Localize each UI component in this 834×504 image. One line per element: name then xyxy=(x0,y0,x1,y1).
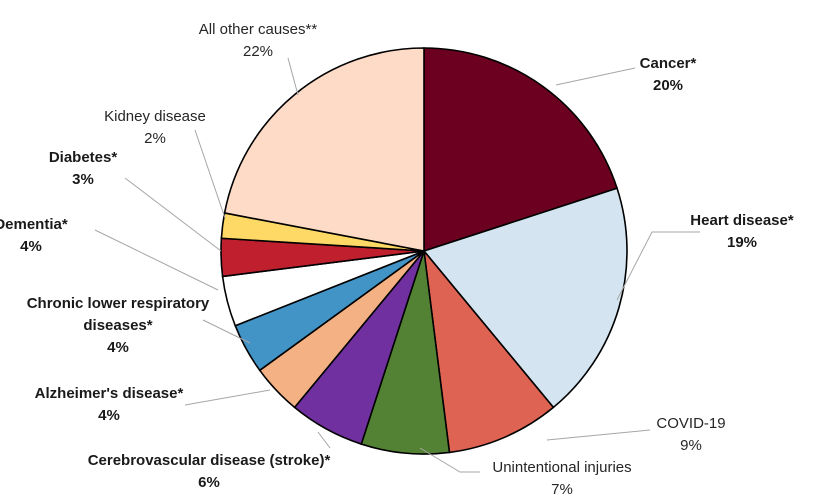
pie-slice-cancer xyxy=(423,47,619,253)
leader-lines xyxy=(94,57,700,473)
slice-label-diabetes: Diabetes* 3% xyxy=(49,149,118,188)
slice-name-dementia: Dementia* xyxy=(0,216,68,233)
slice-name-covid-19: COVID-19 xyxy=(656,415,725,432)
slice-name-cerebrovascular-disease-stroke: Cerebrovascular disease (stroke)* xyxy=(88,452,331,469)
leader-line-unintentional-injuries xyxy=(419,447,480,473)
slice-percent-all-other-causes: 22% xyxy=(243,43,273,60)
slice-percent-covid-19: 9% xyxy=(680,437,702,454)
pie-slices xyxy=(220,47,628,455)
slice-percent-alzheimer-s-disease: 4% xyxy=(98,407,120,424)
slice-name-heart-disease: Heart disease* xyxy=(690,212,794,229)
leader-line-heart-disease xyxy=(616,231,700,301)
slice-label-chronic-lower-respiratory-diseases: Chronic lower respiratory diseases* 4% xyxy=(27,295,210,356)
leader-line-chronic-lower-respiratory-diseases xyxy=(202,319,251,344)
leader-line-all-other-causes xyxy=(287,57,299,96)
leader-line-cancer xyxy=(555,67,636,86)
slice-name-diabetes: Diabetes* xyxy=(49,149,118,166)
leader-line-diabetes xyxy=(124,177,222,252)
leader-line-kidney-disease xyxy=(194,129,226,219)
slice-name-alzheimer-s-disease: Alzheimer's disease* xyxy=(35,385,184,402)
slice-label-alzheimer-s-disease: Alzheimer's disease* 4% xyxy=(35,385,184,424)
leader-line-covid-19 xyxy=(546,429,651,441)
slice-label-dementia: Dementia* 4% xyxy=(0,216,68,255)
slice-label-heart-disease: Heart disease* 19% xyxy=(690,212,794,251)
pie-slice-covid-19 xyxy=(422,248,555,454)
slice-percent-dementia: 4% xyxy=(20,238,42,255)
slice-name-all-other-causes: All other causes** xyxy=(199,21,318,38)
slice-name-kidney-disease: Kidney disease xyxy=(104,108,206,125)
slice-name-unintentional-injuries: Unintentional injuries xyxy=(492,459,631,476)
leader-line-alzheimer-s-disease xyxy=(184,389,271,406)
slice-percent-unintentional-injuries: 7% xyxy=(551,481,573,498)
pie-slice-all-other-causes xyxy=(223,47,425,252)
slice-label-cerebrovascular-disease-stroke: Cerebrovascular disease (stroke)* 6% xyxy=(88,452,331,491)
slice-name-cancer: Cancer* xyxy=(640,55,697,72)
leader-line-cerebrovascular-disease-stroke xyxy=(317,431,331,449)
slice-percent-cerebrovascular-disease-stroke: 6% xyxy=(198,474,220,491)
slice-name-chronic-lower-respiratory-diseases: Chronic lower respiratory xyxy=(27,295,210,312)
pie-slice-heart-disease xyxy=(422,187,628,409)
slice-percent-kidney-disease: 2% xyxy=(144,130,166,147)
leader-line-dementia xyxy=(94,229,219,291)
slice-label-cancer: Cancer* 20% xyxy=(640,55,697,94)
slice-name-chronic-lower-respiratory-diseases: diseases* xyxy=(83,317,152,334)
slice-label-kidney-disease: Kidney disease 2% xyxy=(104,108,206,147)
slice-labels: Cancer* 20% Heart disease* 19% COVID-19 9% Uni… xyxy=(0,21,794,498)
slice-percent-chronic-lower-respiratory-diseases: 4% xyxy=(107,339,129,356)
slice-percent-cancer: 20% xyxy=(653,77,683,94)
slice-percent-heart-disease: 19% xyxy=(727,234,757,251)
slice-label-covid-19: COVID-19 9% xyxy=(656,415,725,454)
slice-label-all-other-causes: All other causes** 22% xyxy=(199,21,318,60)
slice-label-unintentional-injuries: Unintentional injuries 7% xyxy=(492,459,631,498)
slice-percent-diabetes: 3% xyxy=(72,171,94,188)
